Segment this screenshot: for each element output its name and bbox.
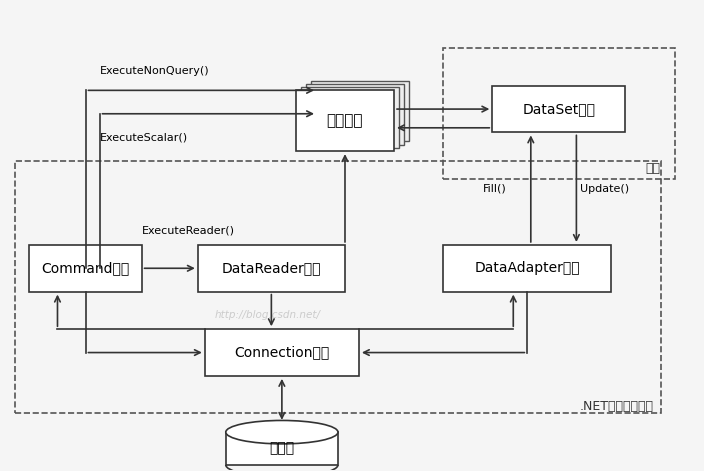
FancyBboxPatch shape: [30, 245, 142, 292]
Text: ExecuteReader(): ExecuteReader(): [142, 226, 234, 236]
FancyBboxPatch shape: [205, 329, 359, 376]
Ellipse shape: [226, 421, 338, 444]
Text: Fill(): Fill(): [482, 184, 506, 194]
FancyBboxPatch shape: [306, 84, 404, 145]
Text: Connection对象: Connection对象: [234, 346, 329, 359]
Text: DataReader对象: DataReader对象: [222, 261, 321, 275]
FancyBboxPatch shape: [226, 432, 338, 465]
FancyBboxPatch shape: [492, 86, 625, 132]
Text: ExecuteScalar(): ExecuteScalar(): [99, 132, 188, 143]
Text: 数据库: 数据库: [270, 441, 294, 455]
Text: Command对象: Command对象: [42, 261, 130, 275]
Text: DataSet对象: DataSet对象: [522, 102, 596, 116]
Text: 内存: 内存: [646, 162, 660, 175]
FancyBboxPatch shape: [198, 245, 345, 292]
FancyBboxPatch shape: [301, 87, 399, 148]
Text: Update(): Update(): [580, 184, 629, 194]
FancyBboxPatch shape: [443, 245, 612, 292]
FancyBboxPatch shape: [296, 90, 394, 151]
Text: .NET数据提供程序: .NET数据提供程序: [579, 400, 653, 414]
Text: ExecuteNonQuery(): ExecuteNonQuery(): [99, 66, 209, 76]
Text: http://blog.csdn.net/: http://blog.csdn.net/: [215, 310, 321, 320]
Text: 应用程序: 应用程序: [327, 114, 363, 128]
FancyBboxPatch shape: [310, 81, 409, 141]
Text: DataAdapter对象: DataAdapter对象: [474, 261, 580, 275]
